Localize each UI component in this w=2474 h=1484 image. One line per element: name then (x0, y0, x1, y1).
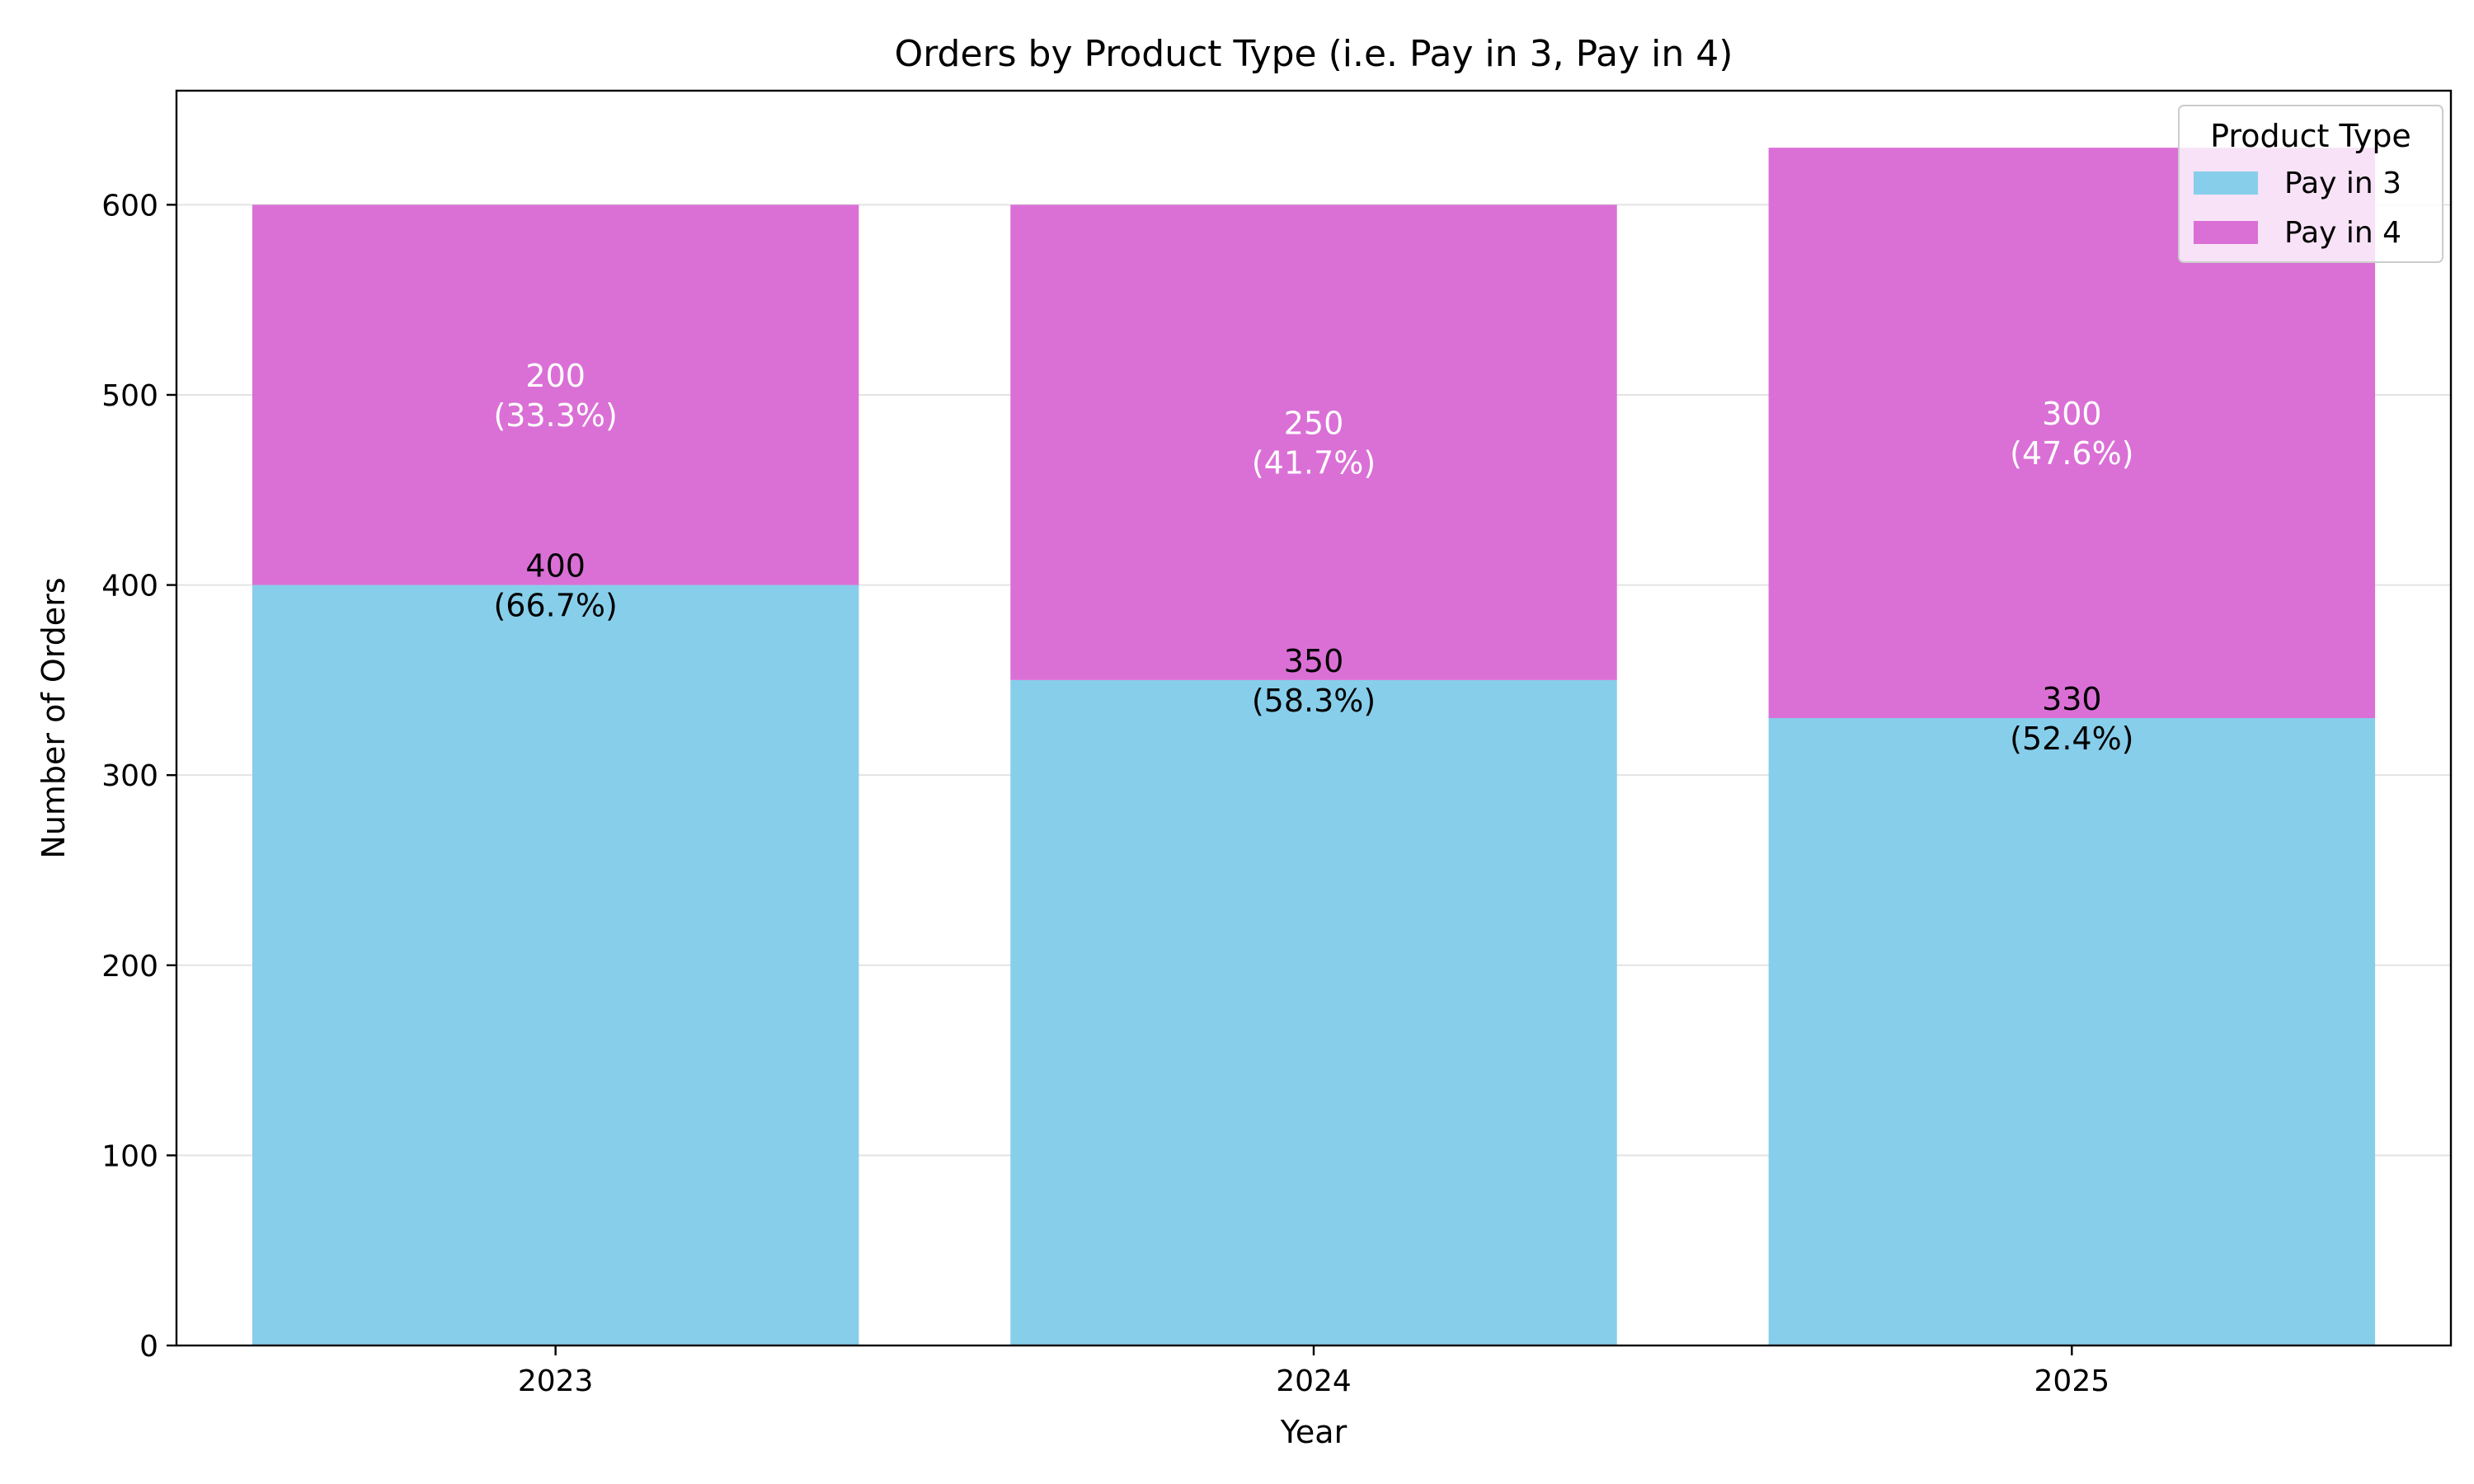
legend-label: Pay in 3 (2284, 167, 2401, 200)
y-tick-label: 600 (101, 189, 158, 223)
bar-pay-in-3-2024 (1010, 679, 1617, 1345)
legend-swatch-pay-in-4 (2194, 221, 2258, 244)
data-label: 350 (58.3%) (1252, 643, 1376, 719)
bar-pay-in-3-2023 (252, 585, 859, 1345)
y-tick-label: 100 (101, 1139, 158, 1173)
data-label-line: (66.7%) (493, 588, 617, 624)
data-label-line: 400 (525, 548, 586, 585)
bar-pay-in-3-2025 (1768, 718, 2376, 1345)
data-label-line: (58.3%) (1252, 683, 1376, 719)
axes: 0 100 200 300 400 500 600 2023 2024 2025 (101, 189, 2109, 1398)
y-tick-label: 400 (101, 570, 158, 603)
bar-pay-in-4-2024 (1010, 204, 1617, 680)
legend: Product Type Pay in 3 Pay in 4 (2178, 105, 2443, 263)
data-label: 400 (66.7%) (493, 548, 617, 624)
bar-pay-in-4-2023 (252, 204, 859, 585)
x-tick-label: 2023 (518, 1364, 594, 1398)
data-label: 300 (47.6%) (2010, 396, 2133, 472)
data-label-line: 300 (2042, 396, 2102, 432)
x-axis-label: Year (1280, 1414, 1348, 1450)
bars (252, 148, 2376, 1345)
y-tick-label: 0 (139, 1330, 158, 1364)
y-axis-label: Number of Orders (35, 577, 72, 858)
data-label-line: 250 (1284, 406, 1344, 442)
data-label-line: 330 (2042, 681, 2102, 717)
data-label-line: (52.4%) (2010, 721, 2133, 757)
data-label-line: (47.6%) (2010, 435, 2133, 472)
chart-title: Orders by Product Type (i.e. Pay in 3, P… (895, 33, 1733, 75)
data-label: 250 (41.7%) (1252, 406, 1376, 481)
y-tick-label: 200 (101, 950, 158, 984)
legend-label: Pay in 4 (2284, 216, 2401, 250)
data-label-line: 350 (1284, 643, 1344, 679)
y-tick-label: 500 (101, 379, 158, 413)
legend-swatch-pay-in-3 (2194, 171, 2258, 195)
data-label-line: (33.3%) (493, 397, 617, 434)
data-label-line: 200 (525, 358, 586, 394)
x-tick-label: 2025 (2034, 1364, 2110, 1398)
legend-items: Pay in 3 Pay in 4 (2194, 167, 2401, 250)
legend-title: Product Type (2210, 118, 2411, 154)
x-tick-label: 2024 (1276, 1364, 1352, 1398)
data-label: 330 (52.4%) (2010, 681, 2133, 757)
y-tick-label: 300 (101, 759, 158, 793)
data-label: 200 (33.3%) (493, 358, 617, 434)
data-label-line: (41.7%) (1252, 445, 1376, 481)
data-labels: 400 (66.7%) 350 (58.3%) 330 (52.4%) 200 (33.3%)… (493, 358, 2133, 757)
